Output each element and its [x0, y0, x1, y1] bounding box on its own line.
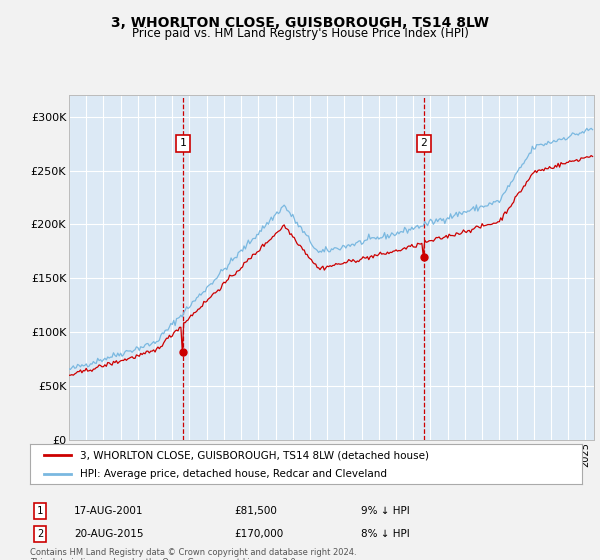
Text: Contains HM Land Registry data © Crown copyright and database right 2024.
This d: Contains HM Land Registry data © Crown c…: [30, 548, 356, 560]
Text: 8% ↓ HPI: 8% ↓ HPI: [361, 529, 410, 539]
Text: 1: 1: [179, 138, 187, 148]
Text: 3, WHORLTON CLOSE, GUISBOROUGH, TS14 8LW: 3, WHORLTON CLOSE, GUISBOROUGH, TS14 8LW: [111, 16, 489, 30]
Text: 17-AUG-2001: 17-AUG-2001: [74, 506, 143, 516]
Text: 3, WHORLTON CLOSE, GUISBOROUGH, TS14 8LW (detached house): 3, WHORLTON CLOSE, GUISBOROUGH, TS14 8LW…: [80, 450, 428, 460]
Text: 2: 2: [37, 529, 43, 539]
Text: 20-AUG-2015: 20-AUG-2015: [74, 529, 143, 539]
Text: 1: 1: [37, 506, 43, 516]
Text: £81,500: £81,500: [234, 506, 277, 516]
Text: 9% ↓ HPI: 9% ↓ HPI: [361, 506, 410, 516]
Text: 2: 2: [421, 138, 427, 148]
Text: Price paid vs. HM Land Registry's House Price Index (HPI): Price paid vs. HM Land Registry's House …: [131, 27, 469, 40]
Text: HPI: Average price, detached house, Redcar and Cleveland: HPI: Average price, detached house, Redc…: [80, 469, 386, 479]
Text: £170,000: £170,000: [234, 529, 283, 539]
